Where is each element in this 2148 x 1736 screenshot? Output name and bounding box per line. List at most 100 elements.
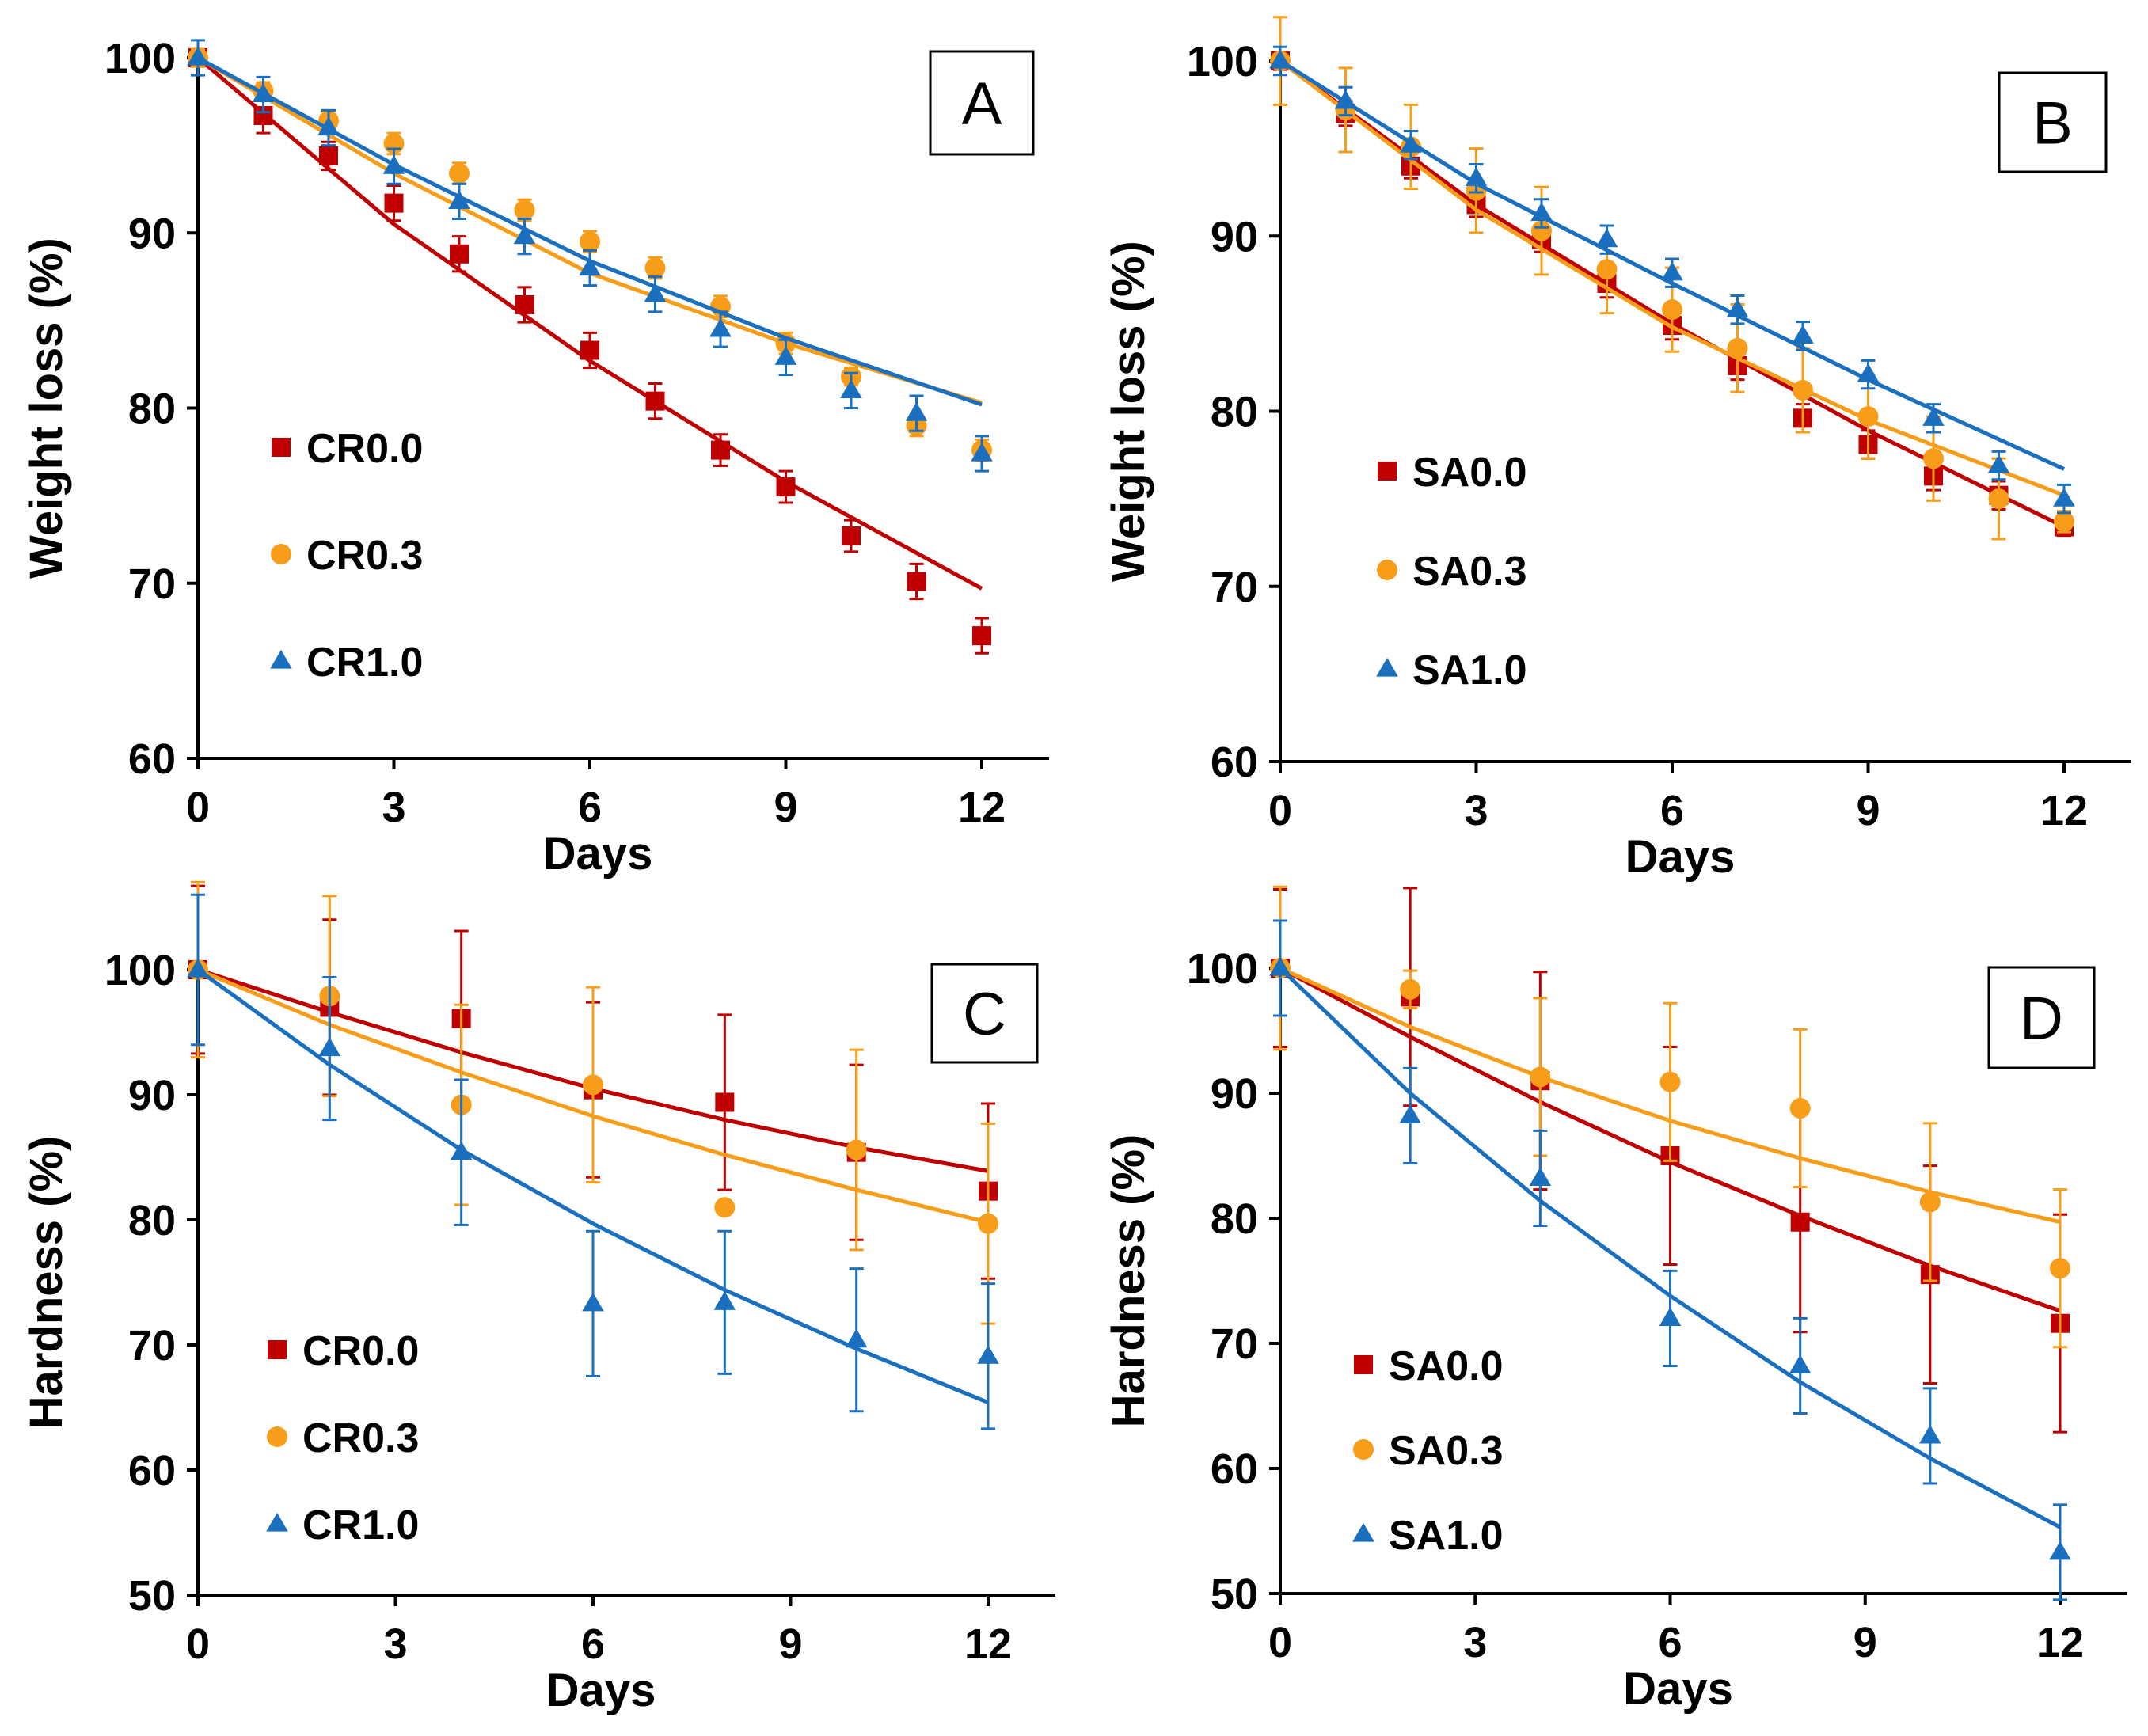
- x-tick-label: 3: [1464, 787, 1488, 834]
- data-point: [1529, 1167, 1552, 1187]
- data-point: [1531, 220, 1552, 241]
- x-tick-label: 6: [1660, 787, 1684, 834]
- data-point: [1789, 1097, 1811, 1119]
- series-sa1-0: [1269, 45, 2075, 515]
- x-tick-label: 9: [1853, 1619, 1877, 1666]
- data-point: [1659, 1071, 1681, 1092]
- chart-panel-a: 60 70 80 90 100 0 3 6 9 12 Days Weight loss (%) A CR0…: [21, 35, 1049, 879]
- y-tick-label: 90: [1211, 213, 1258, 260]
- x-tick-label: 6: [581, 1620, 605, 1668]
- data-point: [384, 193, 404, 213]
- y-tick-label: 50: [1211, 1571, 1258, 1618]
- legend-marker: [1352, 1522, 1374, 1542]
- data-point: [978, 1213, 998, 1234]
- data-point: [2049, 1540, 2071, 1560]
- legend-marker: [1377, 560, 1397, 580]
- data-point: [514, 199, 535, 221]
- x-tick-label: 0: [1268, 787, 1292, 834]
- y-tick-label: 90: [128, 1072, 176, 1119]
- data-point: [513, 225, 536, 245]
- y-tick-label: 100: [105, 947, 176, 994]
- y-tick-label: 60: [128, 735, 176, 783]
- data-point: [448, 190, 470, 210]
- x-tick-label: 0: [1268, 1619, 1292, 1666]
- legend-marker: [1378, 462, 1397, 481]
- data-point: [1727, 337, 1748, 359]
- data-point: [582, 1292, 604, 1312]
- y-tick-label: 60: [128, 1447, 176, 1495]
- data-point: [713, 1291, 736, 1310]
- data-point: [846, 1139, 867, 1160]
- data-point: [579, 256, 601, 276]
- data-point: [1269, 49, 1291, 69]
- legend-label: CR1.0: [302, 1502, 419, 1548]
- data-point: [450, 244, 469, 264]
- data-point: [1530, 1066, 1551, 1088]
- panel-label: B: [2032, 90, 2073, 158]
- legend-label: SA0.3: [1389, 1428, 1504, 1474]
- y-axis-title: Hardness (%): [21, 1136, 72, 1430]
- data-point: [318, 1037, 341, 1057]
- panel-label-box: [929, 50, 1035, 156]
- y-tick-label: 80: [1211, 1195, 1258, 1243]
- y-tick-label: 70: [128, 1322, 176, 1369]
- data-point: [1662, 299, 1682, 321]
- data-point: [905, 402, 928, 421]
- y-axis-title: Hardness (%): [1103, 1134, 1154, 1428]
- y-tick-label: 100: [105, 35, 176, 82]
- legend-label: SA0.3: [1412, 549, 1527, 594]
- x-axis-title: Days: [543, 828, 653, 879]
- data-point: [187, 958, 209, 978]
- data-point: [776, 477, 796, 497]
- data-point: [1465, 167, 1488, 186]
- y-axis-title: Weight loss (%): [21, 237, 72, 579]
- x-axis-title: Days: [1623, 1663, 1733, 1715]
- data-point: [644, 283, 667, 302]
- data-point: [840, 379, 862, 398]
- y-tick-label: 60: [1211, 1445, 1258, 1493]
- legend-label: CR0.0: [302, 1328, 419, 1374]
- data-point: [1919, 1424, 1941, 1444]
- data-point: [1857, 363, 1880, 382]
- x-tick-label: 0: [186, 1620, 210, 1668]
- data-point: [1269, 956, 1291, 976]
- data-point: [449, 163, 470, 184]
- data-point: [252, 83, 275, 103]
- y-tick-label: 60: [1211, 739, 1258, 786]
- data-point: [382, 155, 405, 174]
- data-point: [907, 572, 926, 591]
- data-point: [1793, 379, 1813, 401]
- data-point: [977, 1345, 999, 1364]
- data-point: [583, 1074, 603, 1096]
- panel-label: A: [962, 70, 1002, 138]
- panel-label-box: [930, 963, 1039, 1064]
- x-tick-label: 12: [964, 1620, 1012, 1668]
- x-tick-label: 9: [778, 1620, 802, 1668]
- x-tick-label: 3: [383, 1620, 407, 1668]
- data-point: [711, 440, 730, 460]
- x-tick-label: 3: [1463, 1619, 1487, 1666]
- legend-marker: [270, 649, 292, 669]
- panel-label: D: [2020, 986, 2063, 1053]
- chart-panel-c: 50 60 70 80 90 100 0 3 6 9 12 Days Hardness (%) C CR0.…: [21, 880, 1055, 1716]
- data-point: [515, 294, 534, 314]
- series-sa1-0: [1269, 919, 2071, 1601]
- data-point: [1661, 261, 1683, 281]
- series-cr1-0: [187, 39, 993, 473]
- data-point: [715, 1092, 735, 1112]
- data-point: [2053, 487, 2075, 507]
- data-point: [319, 146, 338, 165]
- data-point: [580, 231, 600, 253]
- x-tick-label: 9: [774, 784, 797, 831]
- x-tick-label: 0: [186, 784, 210, 831]
- data-point: [1400, 134, 1422, 153]
- y-tick-label: 100: [1187, 945, 1258, 993]
- data-point: [644, 257, 666, 279]
- data-point: [709, 317, 732, 337]
- data-point: [645, 391, 665, 411]
- data-point: [1530, 202, 1553, 222]
- legend-marker: [1353, 1439, 1374, 1460]
- legend-marker: [268, 1340, 287, 1359]
- series-cr1-0: [187, 893, 999, 1430]
- legend-marker: [266, 1512, 288, 1532]
